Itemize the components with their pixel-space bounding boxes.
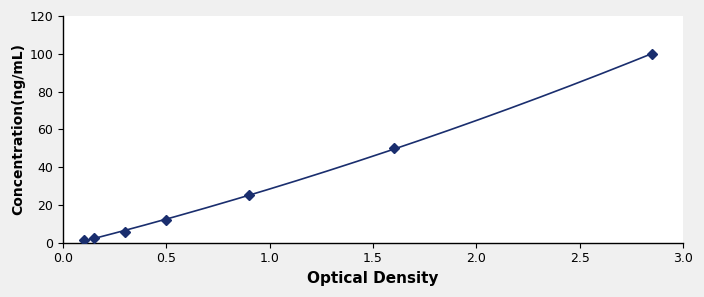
Y-axis label: Concentration(ng/mL): Concentration(ng/mL) [11,43,25,215]
X-axis label: Optical Density: Optical Density [307,271,439,286]
